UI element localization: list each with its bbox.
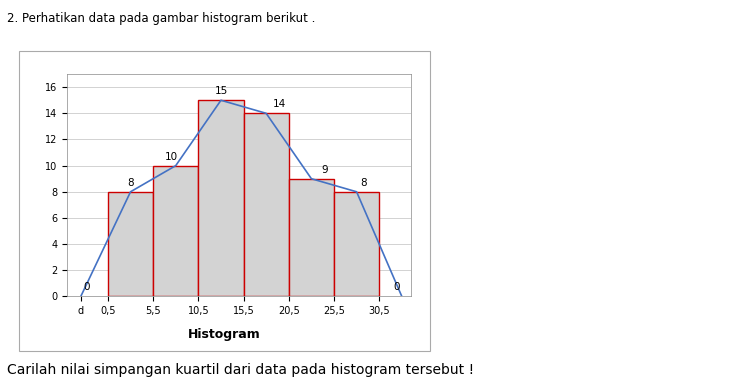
Bar (334, 192, 379, 296)
Text: 14: 14 (273, 99, 286, 110)
Text: 2. Perhatikan data pada gambar histogram berikut .: 2. Perhatikan data pada gambar histogram… (7, 12, 316, 25)
Bar (289, 179, 334, 296)
Bar (108, 192, 153, 296)
Text: 0: 0 (394, 282, 400, 292)
Bar (199, 100, 244, 296)
Text: Histogram: Histogram (187, 328, 261, 341)
Text: 0: 0 (84, 282, 90, 292)
Bar (153, 166, 199, 296)
Text: 10: 10 (164, 152, 178, 162)
Text: 8: 8 (361, 178, 367, 188)
Bar (244, 113, 289, 296)
Text: 8: 8 (127, 178, 134, 188)
Text: Carilah nilai simpangan kuartil dari data pada histogram tersebut !: Carilah nilai simpangan kuartil dari dat… (7, 363, 474, 377)
Text: 15: 15 (214, 86, 228, 96)
Text: 9: 9 (322, 165, 328, 175)
